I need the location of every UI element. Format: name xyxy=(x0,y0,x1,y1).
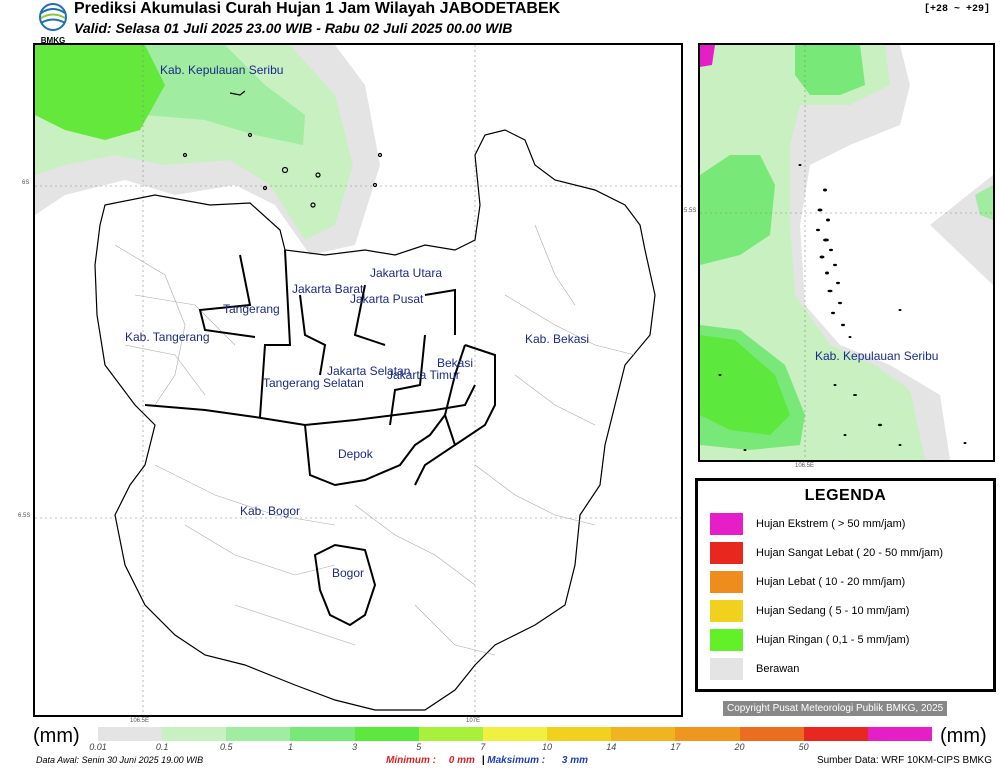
inset-lon-label: 106.5E xyxy=(795,463,815,469)
inset-rain-top xyxy=(795,45,865,95)
legend-item-moderate: Hujan Sedang ( 5 - 10 mm/jam) xyxy=(710,600,909,622)
legend-label: Hujan Sedang ( 5 - 10 mm/jam) xyxy=(756,605,910,617)
label-kab-tangerang: Kab. Tangerang xyxy=(125,330,210,344)
legend-swatch xyxy=(710,658,743,680)
inset-lat-label: 5.5S xyxy=(684,208,697,214)
inset-label-kepulauan-seribu: Kab. Kepulauan Seribu xyxy=(815,349,938,363)
minimum-label: Minimum : xyxy=(386,755,436,766)
colorbar-tick-label: 17 xyxy=(670,742,681,752)
colorbar-tick-label: 5 xyxy=(416,742,422,752)
colorbar-segment xyxy=(354,727,419,741)
inset-rain-mid xyxy=(700,155,775,265)
label-tangerang-selatan: Tangerang Selatan xyxy=(263,376,364,390)
separator: | xyxy=(481,755,485,766)
lat-tick-6s: 6S xyxy=(22,180,30,186)
colorbar-segment xyxy=(739,727,804,741)
label-jakarta-selatan: Jakarta Selatan xyxy=(327,364,410,378)
label-tangerang: Tangerang xyxy=(223,302,280,316)
colorbar-tick-label: 10 xyxy=(542,742,553,752)
inset-islands xyxy=(718,164,967,451)
legend-swatch xyxy=(710,513,743,535)
colorbar-segment xyxy=(867,727,933,741)
bmkg-logo: BMKG xyxy=(36,2,70,45)
legend: LEGENDA Hujan Ekstrem ( > 50 mm/jam) Huj… xyxy=(695,478,996,692)
label-jakarta-utara: Jakarta Utara xyxy=(370,266,442,280)
lon-label-107e: 107E xyxy=(466,718,481,724)
label-kab-bogor: Kab. Bogor xyxy=(240,504,300,518)
legend-label: Hujan Ekstrem ( > 50 mm/jam) xyxy=(756,518,906,530)
legend-item-light: Hujan Ringan ( 0,1 - 5 mm/jam) xyxy=(710,629,909,651)
legend-label: Hujan Ringan ( 0,1 - 5 mm/jam) xyxy=(756,634,910,646)
logo-text: BMKG xyxy=(41,36,65,44)
rain-area-core xyxy=(35,45,165,140)
main-map[interactable]: Kab. Kepulauan Seribu Jakarta Utara Jaka… xyxy=(33,43,683,717)
colorbar-segment xyxy=(418,727,483,741)
legend-swatch xyxy=(710,571,743,593)
label-kepulauan-seribu: Kab. Kepulauan Seribu xyxy=(160,63,283,77)
copyright: Copyright Pusat Meteorologi Publik BMKG,… xyxy=(723,701,948,716)
colorbar-tick-label: 0.1 xyxy=(155,742,169,752)
label-jakarta-pusat: Jakarta Pusat xyxy=(350,292,424,306)
subdistrict-lines xyxy=(114,224,636,656)
colorbar-segment xyxy=(803,727,868,741)
legend-swatch xyxy=(710,542,743,564)
region-labels: Kab. Kepulauan Seribu Jakarta Utara Jaka… xyxy=(125,63,589,580)
inset-map-svg: Kab. Kepulauan Seribu xyxy=(700,45,993,460)
land-outline xyxy=(94,129,656,711)
inset-map[interactable]: Kab. Kepulauan Seribu xyxy=(698,43,995,462)
minimum-value: 0 mm xyxy=(448,755,475,766)
colorbar-segment xyxy=(611,727,676,741)
colorbar-tick-label: 50 xyxy=(798,742,809,752)
legend-item-very-heavy: Hujan Sangat Lebat ( 20 - 50 mm/jam) xyxy=(710,542,943,564)
islands xyxy=(182,90,383,208)
lon-label-106-5e: 106.5E xyxy=(130,718,150,724)
data-source: Sumber Data: WRF 10KM-CIPS BMKG xyxy=(816,755,992,766)
min-max-summary: Minimum : 0 mm | Maksimum : 3 mm xyxy=(386,755,588,766)
label-kab-bekasi: Kab. Bekasi xyxy=(525,332,589,346)
colorbar-tick-label: 0.5 xyxy=(220,742,233,752)
legend-label: Hujan Lebat ( 10 - 20 mm/jam) xyxy=(756,576,906,588)
colorbar-segment xyxy=(226,727,291,741)
regency-boundaries xyxy=(144,249,496,627)
colorbar-segment xyxy=(290,727,355,741)
forecast-offset: [+28 ~ +29] xyxy=(923,4,990,15)
colorbar-segment xyxy=(162,727,227,741)
lat-tick-6-5s: 6.5S xyxy=(18,513,31,519)
colorbar-tick-label: 20 xyxy=(734,742,745,752)
main-map-svg: Kab. Kepulauan Seribu Jakarta Utara Jaka… xyxy=(35,45,681,715)
colorbar-segment xyxy=(547,727,612,741)
initial-data-time: Data Awal: Senin 30 Juni 2025 19.00 WIB xyxy=(36,755,204,765)
legend-item-extreme: Hujan Ekstrem ( > 50 mm/jam) xyxy=(710,513,905,535)
colorbar-labels: 0.01 0.1 0.5 1 3 5 7 10 14 17 20 50 xyxy=(89,742,932,754)
unit-label-left: (mm) xyxy=(33,725,80,747)
label-jakarta-timur: Jakarta Timur xyxy=(387,368,460,382)
legend-swatch xyxy=(710,600,743,622)
label-bekasi: Bekasi xyxy=(437,356,473,370)
legend-swatch xyxy=(710,629,743,651)
unit-label-right: (mm) xyxy=(940,725,987,747)
label-bogor: Bogor xyxy=(332,566,364,580)
legend-label: Hujan Sangat Lebat ( 20 - 50 mm/jam) xyxy=(756,547,944,559)
valid-period: Valid: Selasa 01 Juli 2025 23.00 WIB - R… xyxy=(74,20,513,36)
maximum-value: 3 mm xyxy=(561,755,588,766)
colorbar-segment xyxy=(482,727,548,741)
colorbar-tick-label: 14 xyxy=(606,742,617,752)
legend-item-cloudy: Berawan xyxy=(710,658,799,680)
label-depok: Depok xyxy=(338,447,374,461)
legend-item-heavy: Hujan Lebat ( 10 - 20 mm/jam) xyxy=(710,571,905,593)
colorbar xyxy=(98,727,933,741)
colorbar-tick-label: 3 xyxy=(352,742,358,752)
colorbar-tick-label: 7 xyxy=(480,742,486,752)
label-jakarta-barat-line: Jakarta Barat xyxy=(292,282,364,296)
inset-rain-bottom xyxy=(700,335,790,435)
label-jakarta-barat: Jakarta Barat xyxy=(292,282,364,296)
page-title: Prediksi Akumulasi Curah Hujan 1 Jam Wil… xyxy=(74,0,561,17)
colorbar-segment xyxy=(675,727,740,741)
legend-label: Berawan xyxy=(756,663,800,675)
colorbar-tick-label: 1 xyxy=(287,742,293,752)
maximum-label: Maksimum : xyxy=(487,755,546,766)
legend-title: LEGENDA xyxy=(804,487,887,504)
colorbar-segment xyxy=(98,727,163,741)
colorbar-tick-label: 0.01 xyxy=(89,742,107,752)
